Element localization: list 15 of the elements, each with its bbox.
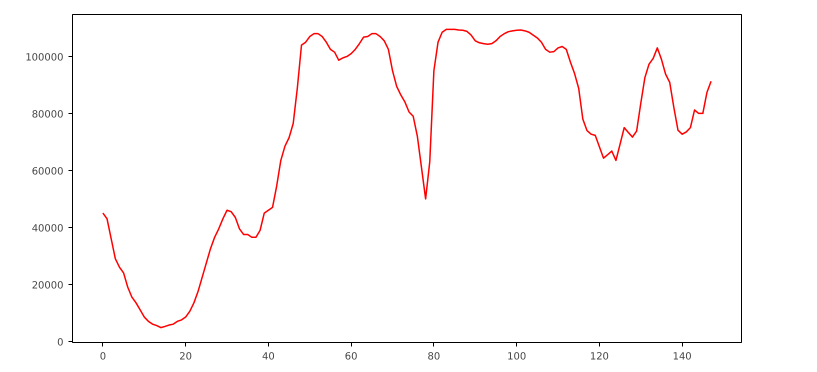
x-tick-label: 0 — [100, 352, 106, 362]
x-tick-label: 80 — [428, 352, 440, 362]
y-tick-label: 80000 — [32, 109, 64, 120]
y-tick-label: 20000 — [32, 280, 64, 292]
y-tick-label: 60000 — [32, 166, 64, 178]
x-tick-label: 60 — [344, 352, 358, 362]
y-tick-label: 0 — [57, 337, 64, 348]
x-tick-label: 140 — [672, 352, 692, 362]
line-series — [102, 28, 712, 328]
x-tick-label: 40 — [262, 352, 275, 362]
x-tick-label: 100 — [507, 352, 526, 362]
y-tick-label: 40000 — [32, 223, 64, 234]
x-tick-label: 120 — [590, 352, 609, 362]
y-tick-label: 100000 — [25, 52, 64, 64]
x-tick-label: 20 — [179, 352, 192, 362]
